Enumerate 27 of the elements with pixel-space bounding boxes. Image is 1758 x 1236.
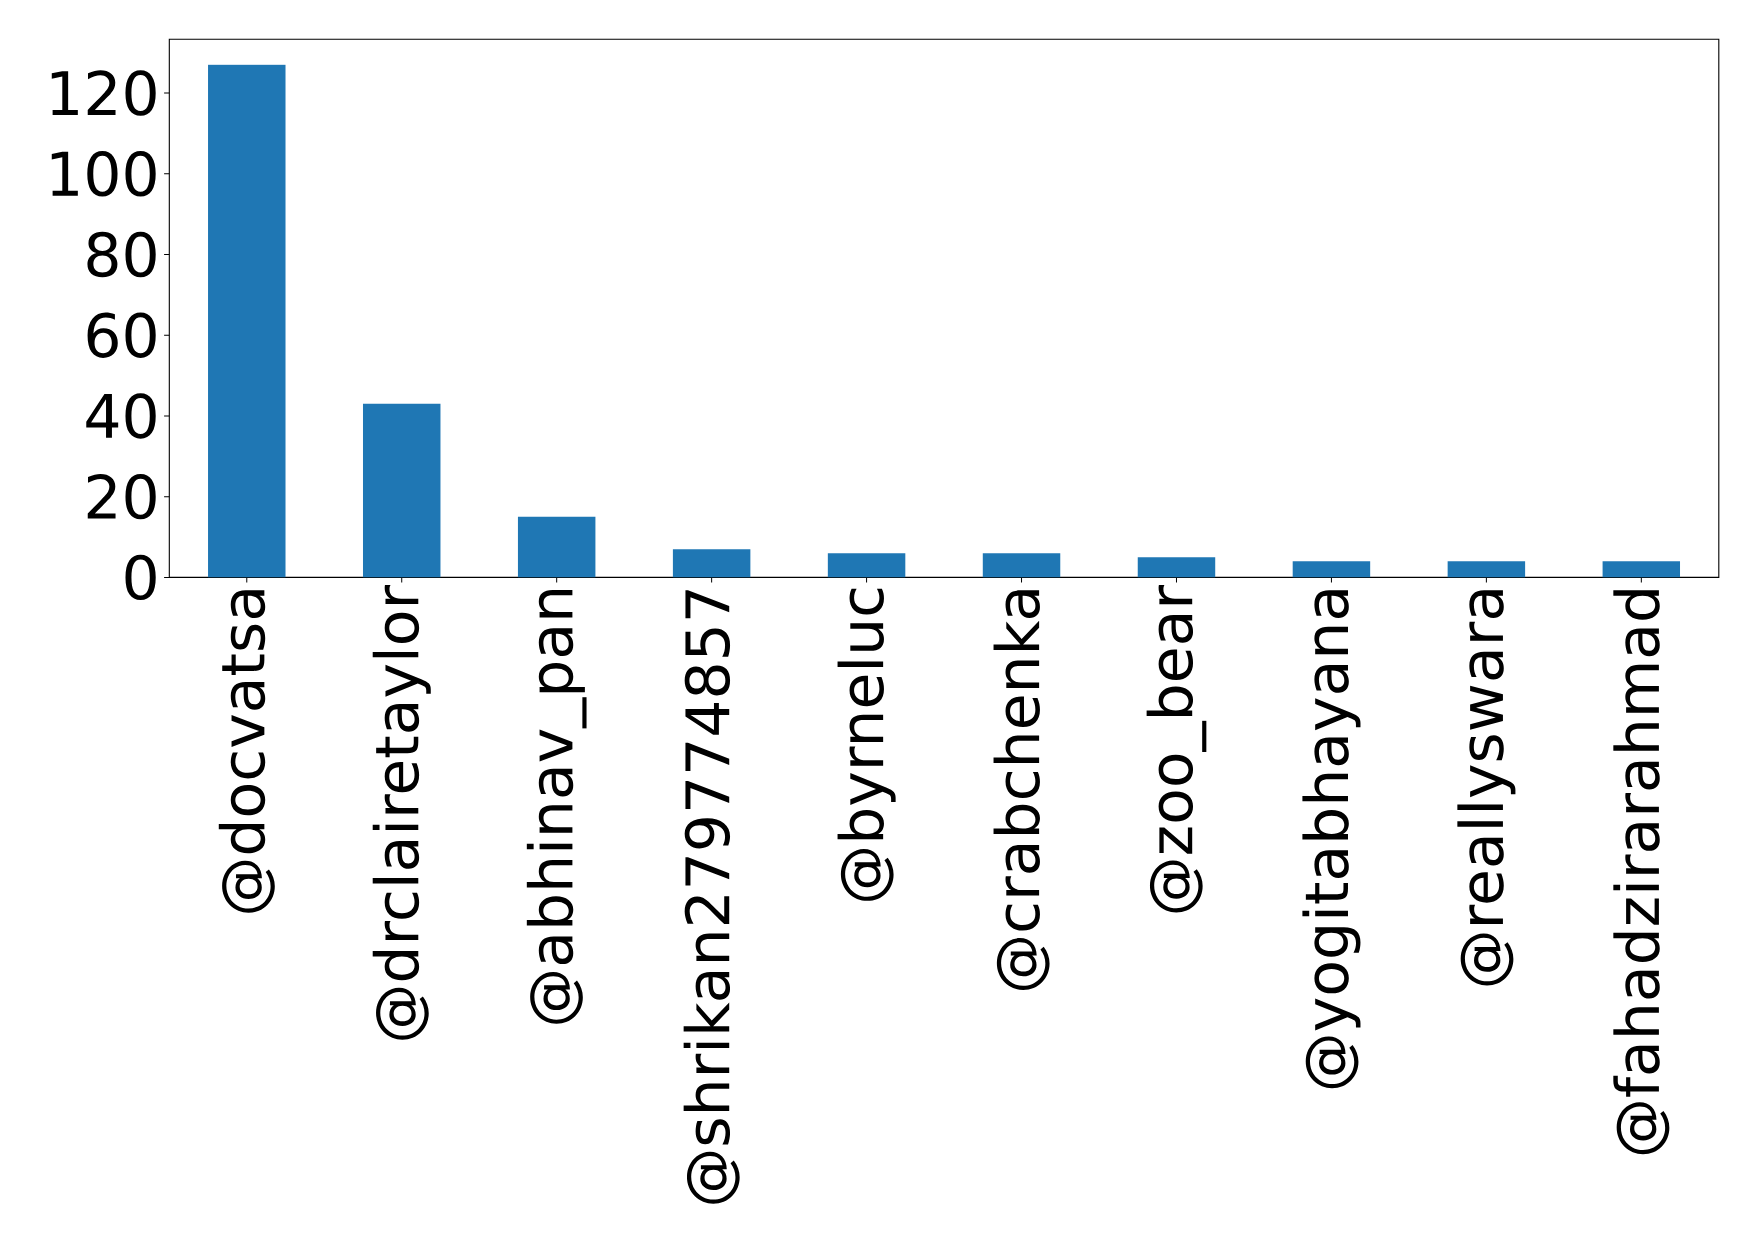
bar xyxy=(672,549,751,578)
x-tick-label: @drclairetaylor xyxy=(372,584,431,1040)
x-tick-label: @reallyswara xyxy=(1457,590,1516,986)
y-tick-label: 80 xyxy=(87,231,156,278)
bar xyxy=(1137,557,1216,578)
bar xyxy=(517,516,596,578)
bar xyxy=(1447,561,1526,578)
x-tick-label: @zoo_bear xyxy=(1146,584,1207,913)
x-tick-label: @byrneluc xyxy=(837,588,896,901)
x-tick-label: @docvatsa xyxy=(218,590,275,913)
x-tick-label: @shrikan279774857 xyxy=(683,590,740,1204)
x-tick-label: @abhinav_pan xyxy=(526,589,587,1024)
bar xyxy=(1292,561,1371,578)
bar xyxy=(208,64,286,578)
y-tick-label: 120 xyxy=(51,70,156,116)
bar xyxy=(362,403,441,578)
x-tick-label: @fahadzirarahmad xyxy=(1613,590,1670,1155)
bar xyxy=(1602,561,1681,578)
bar xyxy=(982,553,1061,578)
x-tick-label: @crabchenka xyxy=(993,590,1050,990)
y-tick-label: 20 xyxy=(87,473,156,520)
x-tick-label: @yogitabhayana xyxy=(1302,590,1361,1089)
y-tick-label: 100 xyxy=(51,151,156,197)
bar xyxy=(827,553,906,578)
y-tick-label: 40 xyxy=(86,393,156,439)
y-tick-label: 60 xyxy=(87,312,156,358)
y-tick-label: 0 xyxy=(125,554,156,601)
